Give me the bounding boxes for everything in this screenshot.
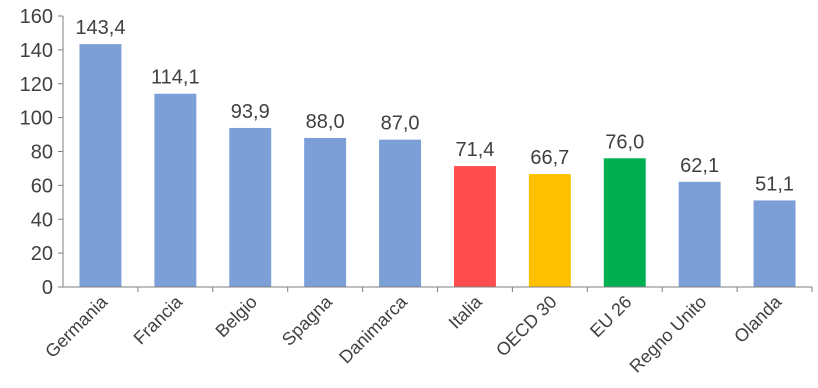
- bar-francia: [154, 93, 197, 287]
- x-category-label: Regno Unito: [626, 292, 711, 377]
- x-category-label: OECD 30: [492, 292, 561, 361]
- x-category-label: Francia: [130, 291, 187, 348]
- data-label: 62,1: [680, 155, 719, 177]
- data-label: 71,4: [455, 139, 494, 161]
- x-category-label: Italia: [445, 291, 487, 333]
- bar-spagna: [304, 137, 347, 287]
- y-tick-label: 60: [31, 175, 53, 197]
- bar-belgio: [229, 127, 272, 287]
- bar-regno-unito: [678, 181, 721, 287]
- y-tick-label: 80: [31, 142, 53, 164]
- y-tick-label: 40: [31, 209, 53, 231]
- bar-italia: [453, 166, 496, 287]
- y-tick-label: 140: [20, 40, 53, 62]
- data-label: 88,0: [306, 111, 345, 133]
- data-label: 143,4: [75, 17, 125, 39]
- x-category-label: EU 26: [586, 292, 636, 342]
- y-tick-label: 20: [31, 243, 53, 265]
- bars: [79, 44, 796, 288]
- x-axis: Germania Francia Belgio Spagna Danimarca Ital…: [41, 286, 813, 377]
- y-tick-label: 100: [20, 108, 53, 130]
- data-label: 51,1: [755, 173, 794, 195]
- bar-danimarca: [379, 139, 422, 287]
- x-category-label: Belgio: [212, 292, 262, 342]
- data-labels: 143,4 114,1 93,9 88,0 87,0 71,4 66,7 76,0 62,1 51…: [75, 17, 794, 195]
- data-label: 76,0: [605, 131, 644, 153]
- data-label: 66,7: [530, 147, 569, 169]
- bar-olanda: [753, 200, 796, 287]
- bar-eu-26: [603, 158, 646, 287]
- y-tick-label: 120: [20, 74, 53, 96]
- bar-oecd-30: [528, 174, 571, 287]
- x-category-label: Germania: [41, 291, 112, 362]
- x-category-label: Olanda: [730, 291, 786, 347]
- y-axis: 0 20 40 60 80 100 120 140 160: [20, 6, 64, 299]
- data-label: 87,0: [381, 113, 420, 135]
- y-tick-label: 0: [42, 277, 53, 299]
- data-label: 93,9: [231, 101, 270, 123]
- x-category-label: Danimarca: [335, 291, 411, 367]
- x-category-label: Spagna: [278, 291, 337, 350]
- y-tick-label: 160: [20, 6, 53, 28]
- bar-germania: [79, 44, 122, 288]
- data-label: 114,1: [151, 67, 200, 89]
